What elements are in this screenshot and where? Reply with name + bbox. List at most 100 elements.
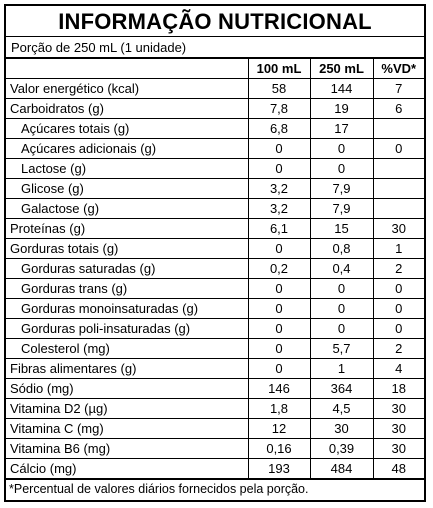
nutrient-row: Gorduras totais (g) 0 0,8 1 bbox=[6, 238, 424, 259]
value-per-250ml: 0,39 bbox=[309, 438, 374, 459]
value-per-100ml: 0 bbox=[247, 158, 311, 179]
value-per-250ml: 4,5 bbox=[309, 398, 374, 419]
nutrient-name: Fibras alimentares (g) bbox=[6, 358, 249, 379]
daily-value-percent bbox=[372, 158, 424, 179]
daily-value-percent: 0 bbox=[372, 298, 424, 319]
nutrient-row: Açúcares adicionais (g) 0 0 0 bbox=[6, 138, 424, 159]
nutrient-row: Galactose (g) 3,2 7,9 bbox=[6, 198, 424, 219]
value-per-250ml: 7,9 bbox=[309, 178, 374, 199]
value-per-250ml: 0 bbox=[309, 318, 374, 339]
table-header-row: 100 mL 250 mL %VD* bbox=[6, 59, 424, 79]
value-per-100ml: 0 bbox=[247, 318, 311, 339]
daily-value-percent bbox=[372, 118, 424, 139]
header-per-250ml: 250 mL bbox=[309, 59, 374, 79]
nutrient-name: Vitamina D2 (µg) bbox=[6, 398, 249, 419]
header-daily-value: %VD* bbox=[372, 59, 424, 79]
nutrient-name: Gorduras poli-insaturadas (g) bbox=[6, 318, 249, 339]
value-per-250ml: 0 bbox=[309, 298, 374, 319]
nutrient-row: Sódio (mg) 146 364 18 bbox=[6, 378, 424, 399]
value-per-250ml: 0 bbox=[309, 158, 374, 179]
daily-value-percent: 18 bbox=[372, 378, 424, 399]
nutrient-name: Açúcares totais (g) bbox=[6, 118, 249, 139]
value-per-250ml: 19 bbox=[309, 98, 374, 119]
nutrient-name: Lactose (g) bbox=[6, 158, 249, 179]
daily-value-percent: 6 bbox=[372, 98, 424, 119]
nutrient-name: Gorduras saturadas (g) bbox=[6, 258, 249, 279]
header-nutrient bbox=[6, 59, 249, 79]
nutrient-name: Gorduras monoinsaturadas (g) bbox=[6, 298, 249, 319]
footnote: *Percentual de valores diários fornecido… bbox=[9, 482, 309, 496]
value-per-250ml: 5,7 bbox=[309, 338, 374, 359]
value-per-100ml: 0 bbox=[247, 278, 311, 299]
daily-value-percent: 2 bbox=[372, 258, 424, 279]
value-per-100ml: 12 bbox=[247, 418, 311, 439]
daily-value-percent: 48 bbox=[372, 458, 424, 480]
daily-value-percent: 7 bbox=[372, 78, 424, 99]
nutrient-name: Cálcio (mg) bbox=[6, 458, 249, 480]
nutrient-row: Gorduras poli-insaturadas (g) 0 0 0 bbox=[6, 318, 424, 339]
nutrient-name: Colesterol (mg) bbox=[6, 338, 249, 359]
nutrient-row: Lactose (g) 0 0 bbox=[6, 158, 424, 179]
value-per-250ml: 0,4 bbox=[309, 258, 374, 279]
nutrient-row: Gorduras trans (g) 0 0 0 bbox=[6, 278, 424, 299]
value-per-250ml: 15 bbox=[309, 218, 374, 239]
value-per-100ml: 0,16 bbox=[247, 438, 311, 459]
daily-value-percent: 1 bbox=[372, 238, 424, 259]
daily-value-percent: 30 bbox=[372, 398, 424, 419]
nutrient-name: Vitamina B6 (mg) bbox=[6, 438, 249, 459]
nutrient-row: Glicose (g) 3,2 7,9 bbox=[6, 178, 424, 199]
nutrient-row: Fibras alimentares (g) 0 1 4 bbox=[6, 358, 424, 379]
nutrition-facts-label: INFORMAÇÃO NUTRICIONAL Porção de 250 mL … bbox=[4, 4, 426, 502]
nutrient-row: Valor energético (kcal) 58 144 7 bbox=[6, 78, 424, 99]
value-per-100ml: 3,2 bbox=[247, 198, 311, 219]
nutrient-name: Gorduras trans (g) bbox=[6, 278, 249, 299]
daily-value-percent bbox=[372, 178, 424, 199]
nutrient-row: Vitamina C (mg) 12 30 30 bbox=[6, 418, 424, 439]
value-per-100ml: 0 bbox=[247, 338, 311, 359]
value-per-250ml: 1 bbox=[309, 358, 374, 379]
nutrient-name: Carboidratos (g) bbox=[6, 98, 249, 119]
nutrient-row: Vitamina B6 (mg) 0,16 0,39 30 bbox=[6, 438, 424, 459]
daily-value-percent: 30 bbox=[372, 418, 424, 439]
nutrient-name: Proteínas (g) bbox=[6, 218, 249, 239]
value-per-250ml: 484 bbox=[309, 458, 374, 480]
daily-value-percent: 30 bbox=[372, 438, 424, 459]
nutrient-row: Proteínas (g) 6,1 15 30 bbox=[6, 218, 424, 239]
nutrition-table: 100 mL 250 mL %VD* Valor energético (kca… bbox=[6, 59, 424, 480]
value-per-250ml: 30 bbox=[309, 418, 374, 439]
value-per-100ml: 6,1 bbox=[247, 218, 311, 239]
nutrient-row: Gorduras monoinsaturadas (g) 0 0 0 bbox=[6, 298, 424, 319]
daily-value-percent: 4 bbox=[372, 358, 424, 379]
nutrient-row: Colesterol (mg) 0 5,7 2 bbox=[6, 338, 424, 359]
label-title: INFORMAÇÃO NUTRICIONAL bbox=[6, 6, 424, 37]
header-per-100ml: 100 mL bbox=[247, 59, 311, 79]
value-per-100ml: 0 bbox=[247, 298, 311, 319]
daily-value-percent: 0 bbox=[372, 278, 424, 299]
nutrient-name: Glicose (g) bbox=[6, 178, 249, 199]
value-per-250ml: 7,9 bbox=[309, 198, 374, 219]
daily-value-percent: 2 bbox=[372, 338, 424, 359]
value-per-100ml: 0,2 bbox=[247, 258, 311, 279]
value-per-100ml: 6,8 bbox=[247, 118, 311, 139]
nutrient-name: Açúcares adicionais (g) bbox=[6, 138, 249, 159]
nutrient-name: Valor energético (kcal) bbox=[6, 78, 249, 99]
daily-value-percent bbox=[372, 198, 424, 219]
value-per-100ml: 0 bbox=[247, 138, 311, 159]
nutrient-row: Cálcio (mg) 193 484 48 bbox=[6, 458, 424, 480]
value-per-100ml: 0 bbox=[247, 358, 311, 379]
value-per-250ml: 144 bbox=[309, 78, 374, 99]
nutrient-name: Sódio (mg) bbox=[6, 378, 249, 399]
nutrient-name: Gorduras totais (g) bbox=[6, 238, 249, 259]
value-per-250ml: 17 bbox=[309, 118, 374, 139]
nutrient-row: Carboidratos (g) 7,8 19 6 bbox=[6, 98, 424, 119]
daily-value-percent: 30 bbox=[372, 218, 424, 239]
value-per-100ml: 7,8 bbox=[247, 98, 311, 119]
value-per-100ml: 146 bbox=[247, 378, 311, 399]
value-per-250ml: 364 bbox=[309, 378, 374, 399]
value-per-100ml: 193 bbox=[247, 458, 311, 480]
value-per-100ml: 0 bbox=[247, 238, 311, 259]
daily-value-percent: 0 bbox=[372, 138, 424, 159]
value-per-250ml: 0,8 bbox=[309, 238, 374, 259]
nutrient-row: Vitamina D2 (µg) 1,8 4,5 30 bbox=[6, 398, 424, 419]
value-per-250ml: 0 bbox=[309, 278, 374, 299]
